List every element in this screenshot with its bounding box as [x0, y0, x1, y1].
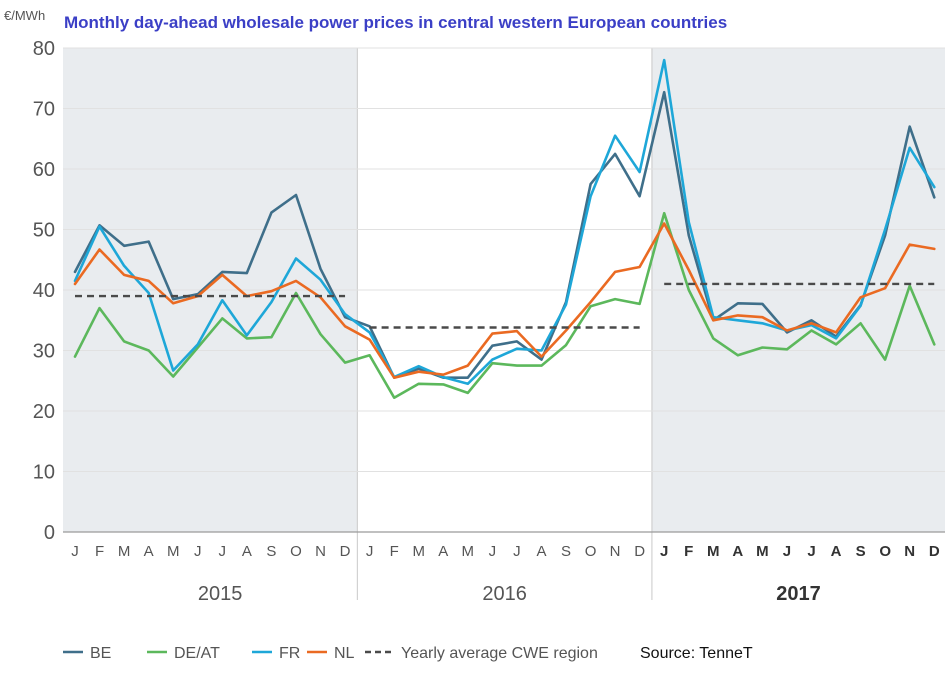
y-tick-label: 0 [44, 522, 55, 544]
legend-item-nl: NL [307, 645, 355, 662]
legend-item-be: BE [63, 645, 111, 662]
x-tick-label: S [266, 543, 276, 560]
y-tick-label: 50 [33, 220, 55, 242]
legend: BE DE/AT FR NL Yearly average CWE region [63, 645, 598, 662]
legend-label: DE/AT [174, 645, 220, 662]
x-tick-label: A [438, 543, 448, 560]
y-axis-label: €/MWh [4, 8, 45, 23]
legend-label: FR [279, 645, 300, 662]
source-note: Source: TenneT [640, 645, 753, 662]
x-tick-label: J [71, 543, 79, 560]
y-tick-label: 40 [33, 280, 55, 302]
x-tick-label: D [929, 543, 940, 560]
y-tick-label: 80 [33, 38, 55, 60]
x-tick-label: D [340, 543, 351, 560]
x-tick-label: J [660, 543, 668, 560]
y-tick-label: 60 [33, 159, 55, 181]
year-label-2017: 2017 [776, 583, 821, 605]
x-tick-label: M [118, 543, 131, 560]
gridlines [63, 47, 945, 533]
y-tick-label: 70 [33, 99, 55, 121]
series-line-de-at [73, 211, 936, 400]
x-tick-label: A [536, 543, 546, 560]
x-tick-label: M [707, 543, 720, 560]
legend-item-yearly-average-cwe-region: Yearly average CWE region [365, 645, 598, 662]
legend-item-de-at: DE/AT [147, 645, 220, 662]
legend-label: NL [334, 645, 355, 662]
x-tick-label: O [879, 543, 891, 560]
x-tick-label: F [95, 543, 104, 560]
x-tick-label: N [315, 543, 326, 560]
y-tick-label: 20 [33, 401, 55, 423]
year-label-2015: 2015 [198, 583, 243, 605]
x-tick-label: A [144, 543, 154, 560]
x-tick-label: S [856, 543, 866, 560]
legend-label: BE [90, 645, 111, 662]
x-tick-label: F [684, 543, 693, 560]
legend-label: Yearly average CWE region [401, 645, 598, 662]
x-tick-label: J [807, 543, 815, 560]
y-axis-ticks: 0 10 20 30 40 50 60 70 80 [33, 38, 55, 544]
x-tick-label: S [561, 543, 571, 560]
legend-item-fr: FR [252, 645, 300, 662]
x-tick-label: M [412, 543, 425, 560]
x-tick-label: J [219, 543, 227, 560]
x-tick-label: O [290, 543, 302, 560]
x-tick-label: J [366, 543, 374, 560]
x-tick-label: J [194, 543, 202, 560]
x-tick-label: O [585, 543, 597, 560]
x-tick-label: A [732, 543, 743, 560]
x-tick-label: D [634, 543, 645, 560]
x-tick-label: M [167, 543, 180, 560]
x-tick-label: J [783, 543, 791, 560]
y-tick-label: 10 [33, 462, 55, 484]
x-tick-label: N [904, 543, 915, 560]
x-tick-label: A [242, 543, 252, 560]
x-tick-label: F [390, 543, 399, 560]
x-tick-label: M [756, 543, 769, 560]
year-labels: 2015 2016 2017 [198, 583, 821, 605]
x-tick-label: J [489, 543, 497, 560]
chart-title: Monthly day-ahead wholesale power prices… [64, 13, 727, 32]
x-tick-label: J [513, 543, 521, 560]
y-tick-label: 30 [33, 341, 55, 363]
series-lines [73, 58, 936, 400]
year-label-2016: 2016 [482, 583, 527, 605]
x-tick-label: M [462, 543, 475, 560]
x-tick-label: N [610, 543, 621, 560]
series-line-nl [73, 222, 936, 380]
x-tick-label: A [831, 543, 842, 560]
